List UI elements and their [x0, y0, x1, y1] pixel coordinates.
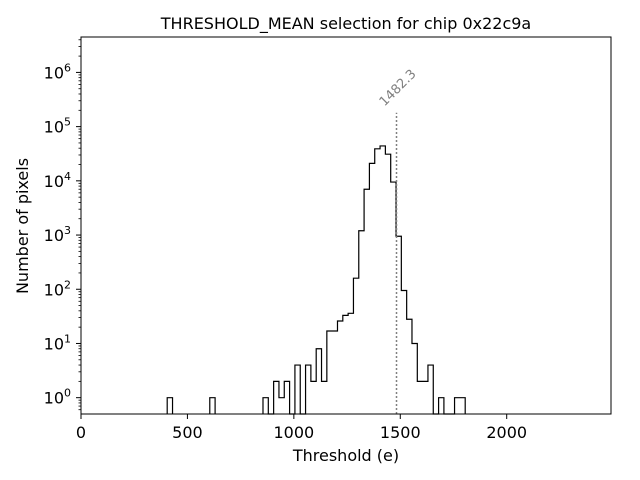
histogram-bar: [407, 319, 412, 414]
plot-frame: [80, 36, 612, 415]
y-tick-label: 100: [44, 387, 71, 408]
histogram-bar: [385, 154, 390, 414]
histogram-bar: [412, 343, 417, 414]
histogram-bar: [380, 146, 385, 414]
histogram-bar: [353, 278, 358, 414]
y-tick-label: 104: [44, 170, 71, 191]
x-tick-label: 1500: [380, 423, 421, 442]
histogram-bar: [364, 189, 369, 414]
histogram-bar: [337, 321, 342, 414]
histogram-bar: [401, 290, 406, 414]
histogram-bar: [428, 365, 433, 414]
histogram-bar: [274, 381, 279, 414]
y-tick-label: 106: [44, 61, 71, 82]
histogram-bar: [284, 381, 289, 414]
chart-title: THRESHOLD_MEAN selection for chip 0x22c9…: [160, 14, 531, 34]
y-tick-label: 102: [44, 278, 71, 299]
y-tick-label: 105: [44, 116, 71, 137]
histogram-bar: [295, 365, 300, 414]
histogram-bar: [369, 163, 374, 414]
histogram-bar: [460, 398, 465, 414]
histogram-bar: [263, 398, 268, 414]
y-tick-label: 101: [44, 332, 71, 353]
x-tick-label: 2000: [486, 423, 527, 442]
histogram-bar: [391, 182, 396, 414]
x-axis-label: Threshold (e): [292, 446, 399, 465]
histogram-bar: [348, 313, 353, 414]
histogram-outline: [166, 145, 466, 415]
x-tick-label: 500: [172, 423, 203, 442]
histogram-bar: [417, 381, 422, 414]
histogram-bar: [210, 398, 215, 414]
histogram-bar: [316, 349, 321, 414]
histogram-bar: [322, 381, 327, 414]
histogram-bar: [167, 398, 172, 414]
x-tick-label: 1000: [273, 423, 314, 442]
histogram-bar: [455, 398, 460, 414]
axes: 0 500 1000 1500 2000 100 101 102 103 104 105 106: [44, 39, 527, 442]
histogram-bar: [423, 381, 428, 414]
histogram-bar: [311, 381, 316, 414]
histogram-bar: [332, 331, 337, 414]
x-tick-label: 0: [76, 423, 86, 442]
histogram-bar: [306, 365, 311, 414]
histogram-bar: [359, 231, 364, 414]
histogram-bar: [375, 149, 380, 414]
histogram-bar: [327, 331, 332, 414]
histogram-bar: [343, 315, 348, 414]
y-axis-label: Number of pixels: [13, 158, 32, 294]
histogram-bar: [279, 398, 284, 414]
histogram-bar: [439, 398, 444, 414]
y-tick-label: 103: [44, 224, 71, 245]
